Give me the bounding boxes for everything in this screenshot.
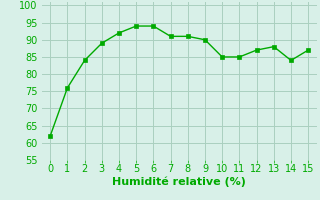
X-axis label: Humidité relative (%): Humidité relative (%) <box>112 177 246 187</box>
